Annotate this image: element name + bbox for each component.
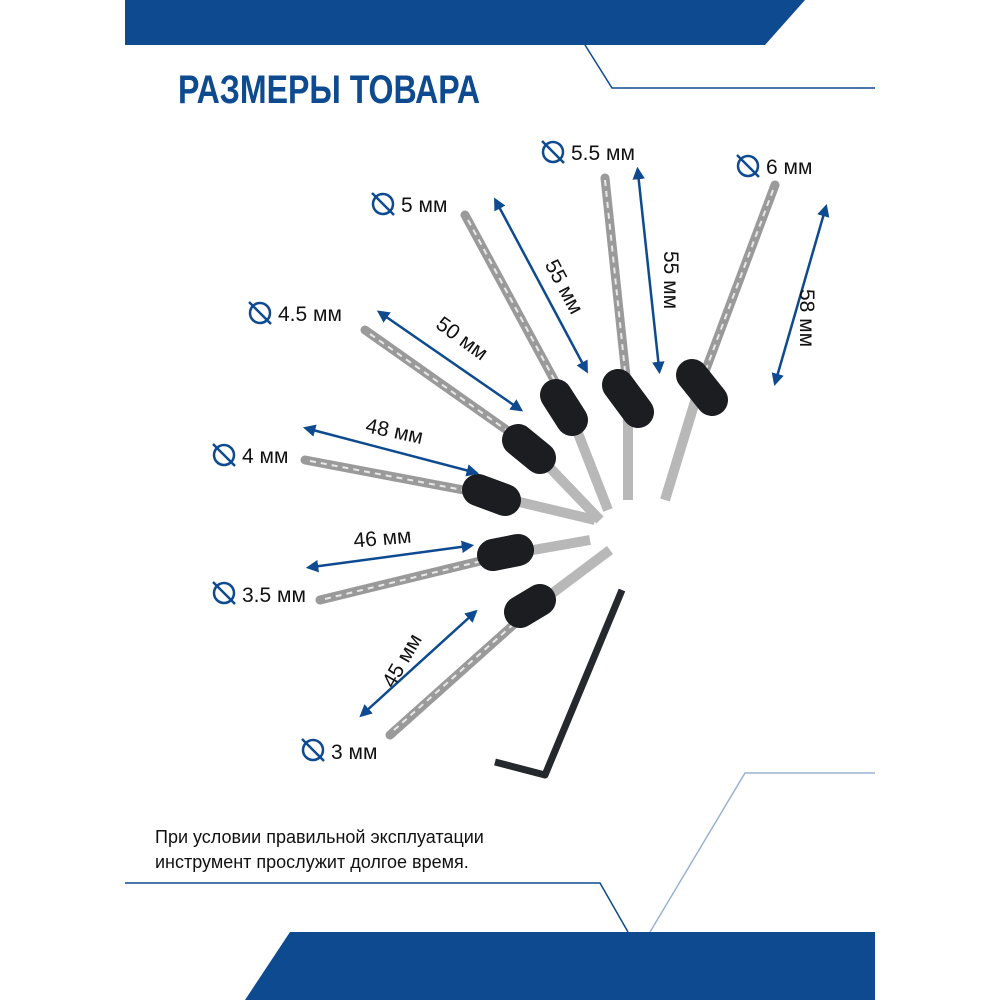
diameter-icon bbox=[212, 581, 236, 605]
diameter-icon bbox=[371, 192, 395, 216]
diameter-icon bbox=[212, 443, 236, 467]
diameter-icon bbox=[301, 738, 325, 762]
diameter-label: 6 мм bbox=[766, 156, 812, 179]
diameter-label: 4 мм bbox=[242, 445, 288, 468]
diameter-label: 5.5 мм bbox=[571, 142, 635, 165]
length-label: 55 мм bbox=[659, 251, 682, 309]
drills bbox=[300, 173, 780, 779]
diameter-label: 3 мм bbox=[331, 741, 377, 764]
hex-key bbox=[494, 588, 626, 779]
length-label: 55 мм bbox=[540, 256, 588, 318]
length-label: 58 мм bbox=[795, 289, 818, 347]
length-label: 45 мм bbox=[378, 630, 427, 692]
note-line: инструмент прослужит долгое время. bbox=[155, 852, 469, 872]
bottom-line bbox=[125, 882, 629, 933]
diameter-icon bbox=[541, 140, 565, 164]
bottom-band bbox=[245, 932, 875, 1000]
diameter-label: 5 мм bbox=[401, 194, 447, 217]
dimension-arrows bbox=[302, 166, 830, 718]
length-label: 48 мм bbox=[364, 414, 426, 449]
title: РАЗМЕРЫ ТОВАРА bbox=[178, 68, 480, 112]
diameter-icon bbox=[736, 154, 760, 178]
diameter-label: 4.5 мм bbox=[278, 303, 342, 326]
length-label: 46 мм bbox=[353, 525, 413, 553]
diameter-label: 3.5 мм bbox=[242, 584, 306, 607]
length-labels: 55 мм 55 мм 58 мм 50 мм 48 мм 46 мм 45 м… bbox=[353, 251, 818, 692]
diameter-icon bbox=[248, 301, 272, 325]
length-label: 50 мм bbox=[432, 312, 493, 365]
light-line bbox=[649, 772, 875, 933]
note-line: При условии правильной эксплуатации bbox=[155, 827, 484, 847]
top-band bbox=[125, 0, 805, 45]
top-line bbox=[584, 44, 875, 89]
diameter-labels: 5.5 мм 6 мм 5 мм 4.5 мм 4 мм 3.5 мм 3 мм bbox=[212, 140, 812, 764]
